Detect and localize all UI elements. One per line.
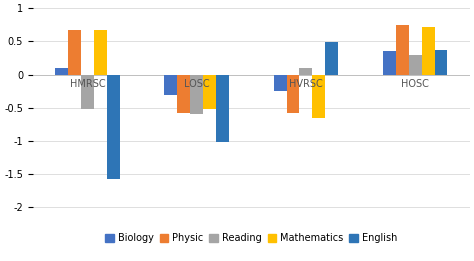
Bar [203, 75, 216, 109]
Bar [300, 68, 312, 75]
Bar [422, 27, 435, 75]
Bar [107, 75, 119, 179]
Bar [312, 75, 325, 118]
Bar [81, 75, 94, 109]
Bar [325, 42, 338, 75]
Bar [409, 55, 422, 75]
Legend: Biology, Physic, Reading, Mathematics, English: Biology, Physic, Reading, Mathematics, E… [101, 229, 401, 247]
Bar [435, 50, 447, 75]
Text: HVRSC: HVRSC [289, 79, 323, 89]
Bar [164, 75, 177, 94]
Bar [190, 75, 203, 115]
Bar [383, 51, 396, 75]
Bar [216, 75, 229, 142]
Text: HOSC: HOSC [401, 79, 429, 89]
Bar [55, 68, 68, 75]
Bar [273, 75, 287, 91]
Text: LOSC: LOSC [184, 79, 210, 89]
Bar [396, 25, 409, 75]
Text: HMRSC: HMRSC [70, 79, 105, 89]
Bar [68, 29, 81, 75]
Bar [287, 75, 300, 113]
Bar [177, 75, 190, 113]
Bar [94, 29, 107, 75]
